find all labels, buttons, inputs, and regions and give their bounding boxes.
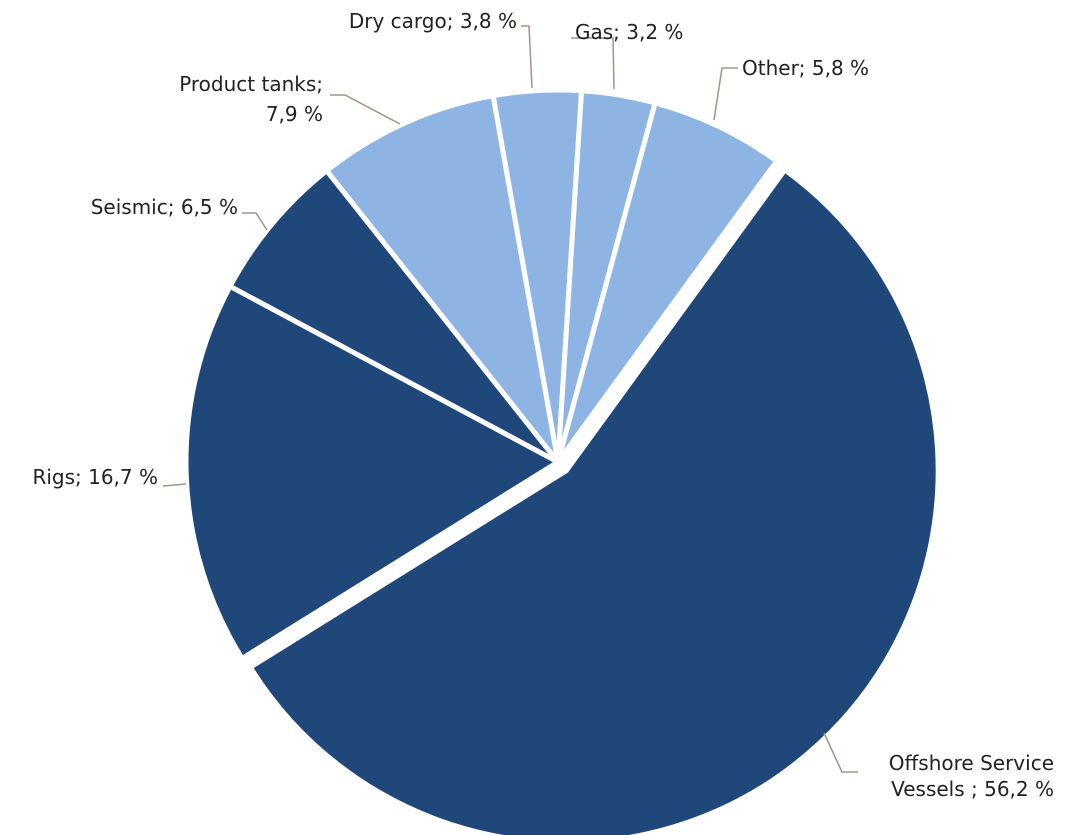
data-label-dry-cargo: Dry cargo; 3,8 % bbox=[349, 9, 517, 33]
leader-line-dry-cargo bbox=[521, 25, 533, 89]
data-label-line: 7,9 % bbox=[266, 102, 323, 126]
data-label-line: Dry cargo; 3,8 % bbox=[349, 9, 517, 33]
data-label-seismic: Seismic; 6,5 % bbox=[91, 195, 238, 219]
leader-line-rigs bbox=[162, 483, 187, 487]
leader-line-other bbox=[713, 67, 738, 121]
data-label-other: Other; 5,8 % bbox=[742, 56, 869, 80]
pie-slice-offshore-service-vessels bbox=[247, 167, 941, 835]
slices-layer bbox=[183, 87, 941, 835]
data-label-product-tanks: Product tanks; 7,9 % bbox=[179, 72, 323, 126]
data-label-line: Offshore Service bbox=[889, 751, 1054, 775]
leader-lines-layer bbox=[162, 25, 858, 773]
data-label-gas: Gas; 3,2 % bbox=[575, 20, 683, 44]
pie-slice-rigs bbox=[183, 283, 561, 661]
data-label-line: Product tanks; bbox=[179, 72, 323, 96]
leader-line-offshore-service-vessels bbox=[823, 732, 858, 773]
data-label-line: Other; 5,8 % bbox=[742, 56, 869, 80]
data-label-rigs: Rigs; 16,7 % bbox=[32, 465, 158, 489]
leader-line-gas bbox=[571, 37, 615, 90]
pie-slice-seismic bbox=[227, 168, 561, 465]
data-label-line: Rigs; 16,7 % bbox=[32, 465, 158, 489]
data-label-line: Seismic; 6,5 % bbox=[91, 195, 238, 219]
data-label-line: Gas; 3,2 % bbox=[575, 20, 683, 44]
pie-slice-product-tanks bbox=[324, 93, 561, 465]
pie-slice-other bbox=[555, 100, 780, 465]
data-label-line: Vessels ; 56,2 % bbox=[891, 777, 1054, 801]
labels-layer: Offshore Service Vessels ; 56,2 % Rigs; 16… bbox=[32, 9, 1054, 801]
leader-line-product-tanks bbox=[330, 94, 401, 125]
leader-line-seismic bbox=[242, 212, 268, 231]
data-label-offshore-service-vessels: Offshore Service Vessels ; 56,2 % bbox=[889, 751, 1054, 801]
